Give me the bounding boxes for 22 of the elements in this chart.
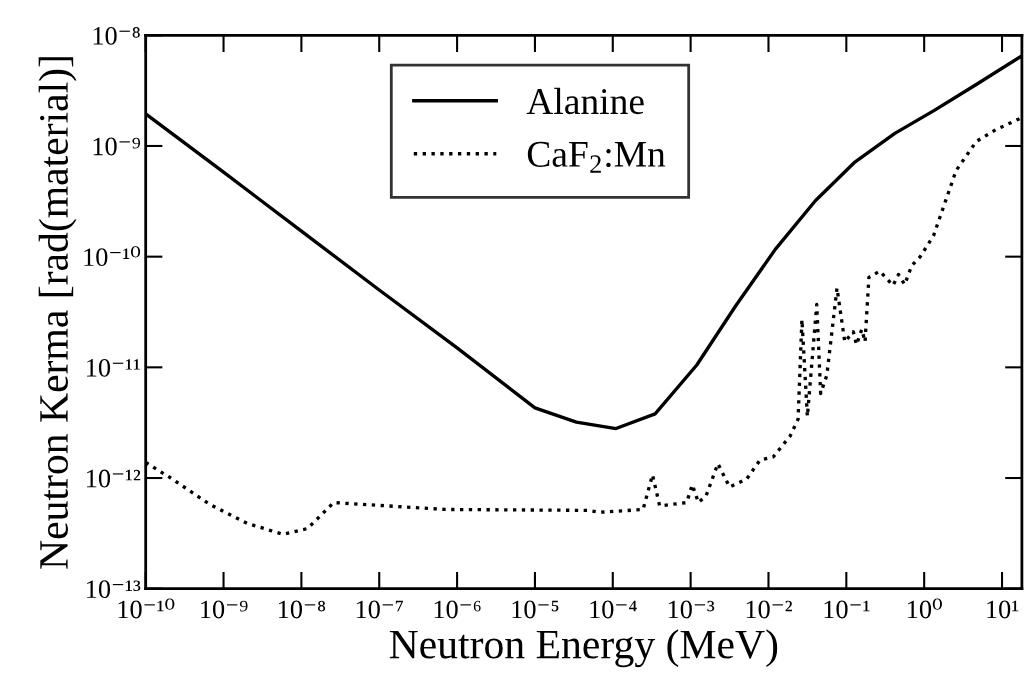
x-tick-label: 10⁻⁸ xyxy=(278,600,326,619)
x-tick-label: 10⁻⁷ xyxy=(356,600,403,619)
legend-label: Alanine xyxy=(526,87,644,115)
x-tick-label: 10¹ xyxy=(987,600,1019,619)
x-tick-label: 10⁻² xyxy=(746,600,792,619)
y-tick-label: 10⁻⁸ xyxy=(93,26,140,45)
x-tick-label: 10⁻⁶ xyxy=(434,600,481,619)
x-tick-label: 10⁻⁴ xyxy=(590,600,637,619)
y-axis-title: Neutron Kerma [rad(material)] xyxy=(38,57,77,569)
y-tick-label: 10⁻¹² xyxy=(87,469,141,488)
y-tick-label: 10⁻⁹ xyxy=(93,137,141,156)
x-tick-label: 10⁻¹⁰ xyxy=(118,598,175,619)
y-tick-label: 10⁻¹⁰ xyxy=(84,246,141,267)
x-tick-label: 10⁻⁵ xyxy=(512,600,559,619)
y-tick-label: 10⁻¹¹ xyxy=(87,358,140,377)
x-tick-label: 10⁻⁹ xyxy=(201,600,248,619)
legend-label: CaF$_{2}$:Mn xyxy=(527,141,666,173)
y-tick-label: 10⁻¹³ xyxy=(87,580,141,599)
x-tick-label: 10⁻¹ xyxy=(824,600,870,619)
x-tick-label: 10⁰ xyxy=(908,598,942,619)
x-tick-label: 10⁻³ xyxy=(668,600,715,619)
x-axis-title: Neutron Energy (MeV) xyxy=(389,629,778,668)
